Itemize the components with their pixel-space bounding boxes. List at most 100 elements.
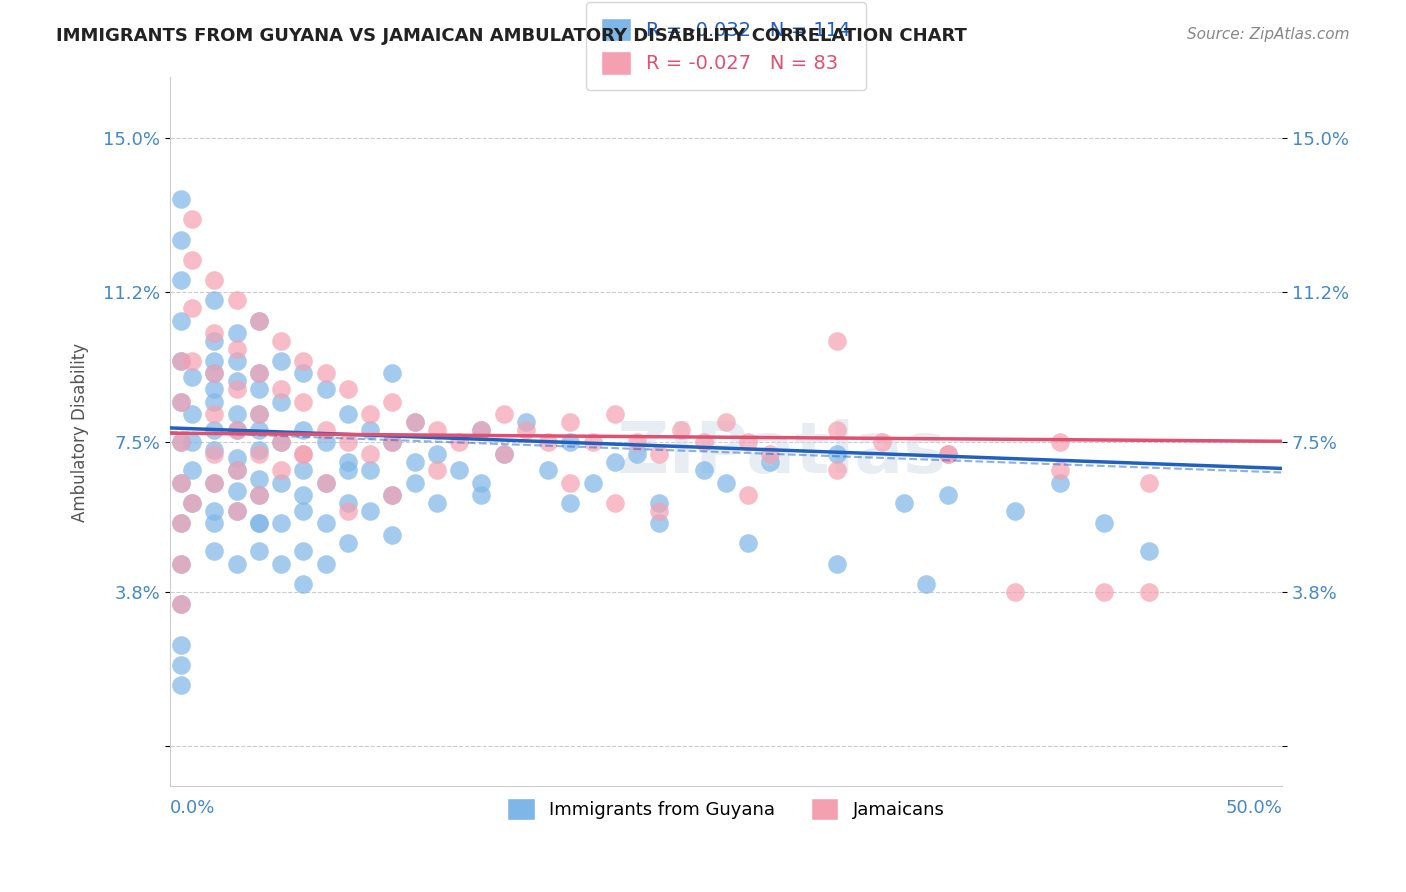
Point: [714, 475, 737, 490]
Point: [938, 488, 960, 502]
Point: [247, 544, 270, 558]
Point: [292, 488, 315, 502]
Point: [270, 334, 292, 348]
Point: [581, 475, 603, 490]
Point: [825, 423, 848, 437]
Point: [470, 488, 492, 502]
Point: [204, 544, 226, 558]
Point: [270, 463, 292, 477]
Point: [170, 394, 193, 409]
Point: [404, 455, 426, 469]
Point: [315, 557, 337, 571]
Point: [170, 354, 193, 368]
Point: [336, 383, 359, 397]
Point: [1092, 516, 1115, 530]
Point: [247, 471, 270, 485]
Point: [170, 435, 193, 450]
Point: [560, 475, 582, 490]
Point: [737, 536, 759, 550]
Point: [626, 447, 648, 461]
Point: [170, 313, 193, 327]
Point: [270, 394, 292, 409]
Point: [170, 233, 193, 247]
Point: [825, 447, 848, 461]
Point: [247, 447, 270, 461]
Point: [181, 354, 204, 368]
Point: [204, 394, 226, 409]
Point: [225, 293, 247, 308]
Point: [315, 366, 337, 380]
Point: [204, 407, 226, 421]
Point: [170, 657, 193, 672]
Point: [648, 504, 671, 518]
Point: [181, 212, 204, 227]
Point: [381, 488, 404, 502]
Point: [204, 366, 226, 380]
Point: [426, 463, 449, 477]
Point: [336, 536, 359, 550]
Point: [648, 496, 671, 510]
Point: [225, 463, 247, 477]
Point: [1137, 475, 1160, 490]
Point: [515, 415, 537, 429]
Point: [449, 463, 471, 477]
Point: [204, 475, 226, 490]
Point: [181, 252, 204, 267]
Point: [737, 435, 759, 450]
Point: [292, 354, 315, 368]
Point: [470, 423, 492, 437]
Point: [737, 488, 759, 502]
Point: [270, 435, 292, 450]
Point: [170, 516, 193, 530]
Point: [470, 423, 492, 437]
Point: [336, 504, 359, 518]
Point: [225, 504, 247, 518]
Point: [204, 443, 226, 458]
Text: IMMIGRANTS FROM GUYANA VS JAMAICAN AMBULATORY DISABILITY CORRELATION CHART: IMMIGRANTS FROM GUYANA VS JAMAICAN AMBUL…: [56, 27, 967, 45]
Point: [170, 475, 193, 490]
Point: [225, 326, 247, 340]
Point: [648, 516, 671, 530]
Y-axis label: Ambulatory Disability: Ambulatory Disability: [72, 343, 89, 522]
Point: [560, 415, 582, 429]
Point: [492, 447, 515, 461]
Point: [359, 407, 381, 421]
Point: [381, 394, 404, 409]
Point: [315, 516, 337, 530]
Point: [759, 447, 782, 461]
Point: [292, 447, 315, 461]
Point: [247, 383, 270, 397]
Point: [247, 407, 270, 421]
Point: [714, 415, 737, 429]
Point: [292, 423, 315, 437]
Point: [381, 488, 404, 502]
Text: 50.0%: 50.0%: [1225, 798, 1282, 817]
Point: [292, 394, 315, 409]
Point: [336, 435, 359, 450]
Point: [247, 516, 270, 530]
Point: [381, 435, 404, 450]
Point: [270, 557, 292, 571]
Point: [315, 475, 337, 490]
Point: [671, 423, 693, 437]
Point: [693, 463, 716, 477]
Point: [1137, 585, 1160, 599]
Point: [336, 455, 359, 469]
Point: [225, 557, 247, 571]
Point: [626, 435, 648, 450]
Point: [170, 435, 193, 450]
Point: [1092, 585, 1115, 599]
Point: [292, 463, 315, 477]
Point: [603, 455, 626, 469]
Point: [247, 313, 270, 327]
Point: [247, 407, 270, 421]
Point: [336, 496, 359, 510]
Point: [292, 447, 315, 461]
Point: [426, 423, 449, 437]
Point: [247, 488, 270, 502]
Point: [359, 447, 381, 461]
Point: [181, 496, 204, 510]
Point: [537, 435, 560, 450]
Point: [247, 516, 270, 530]
Point: [449, 435, 471, 450]
